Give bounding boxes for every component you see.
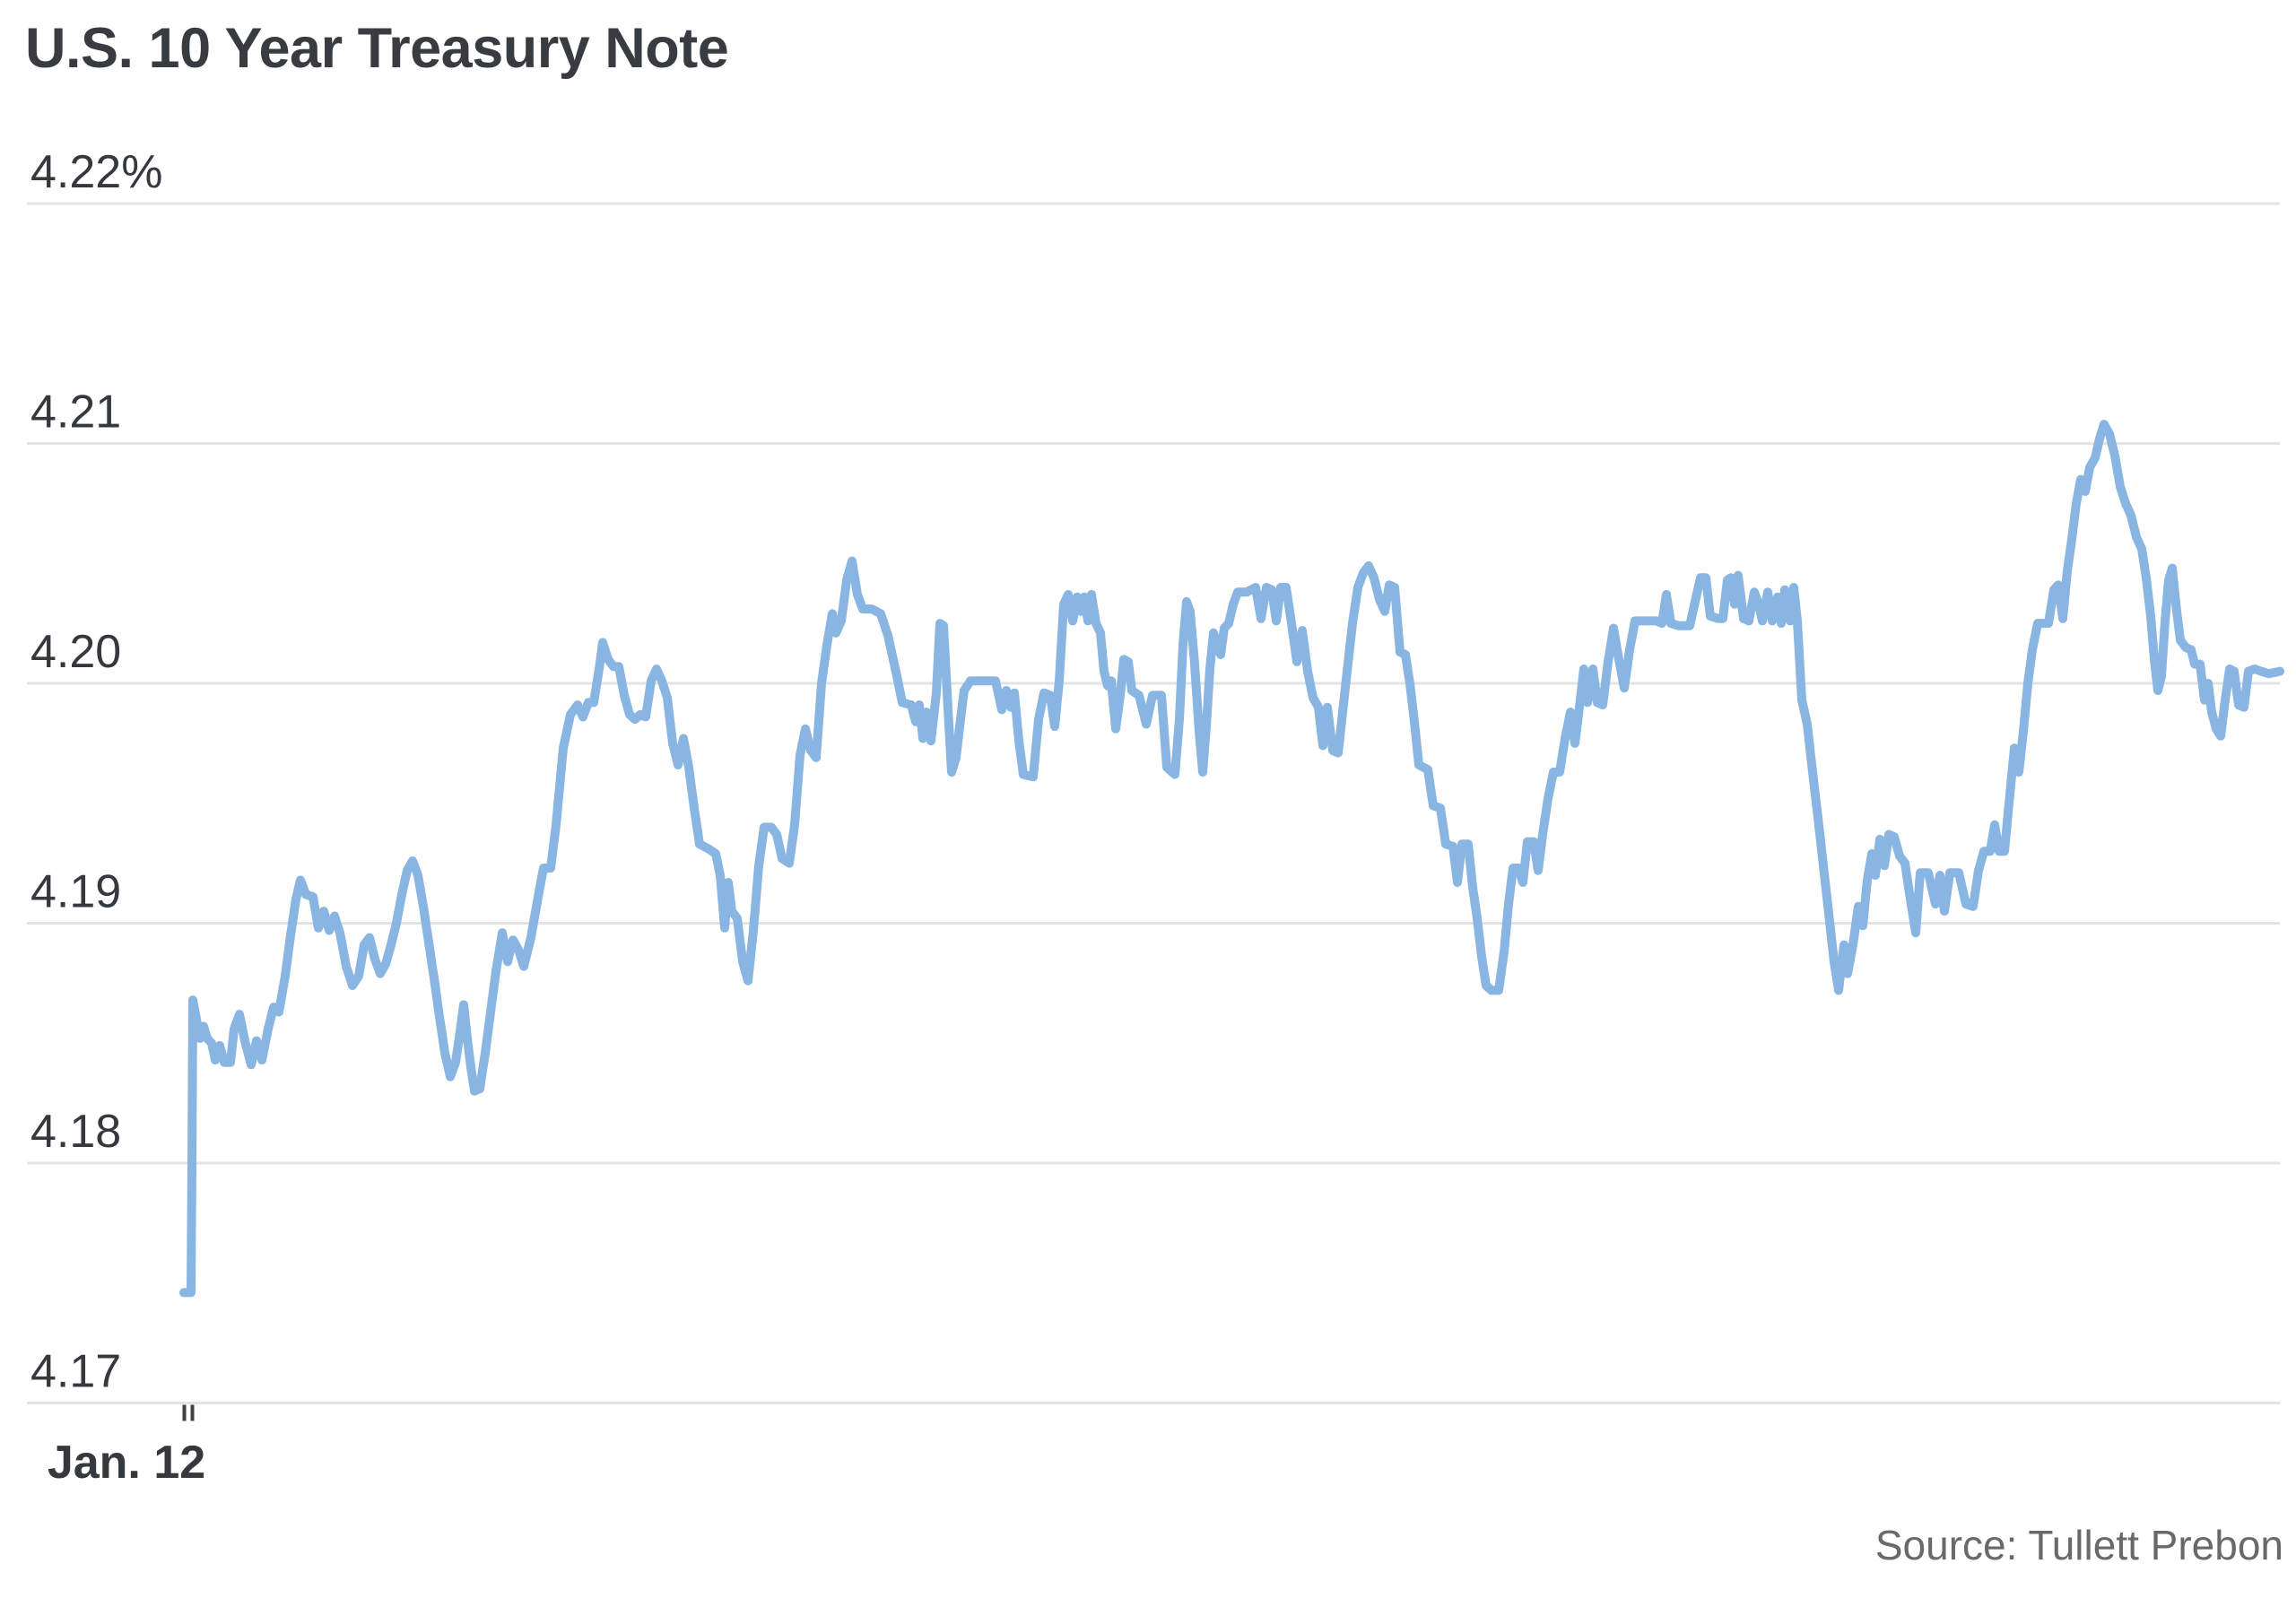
series-line (179, 420, 2284, 1298)
source-note: Source: Tullett Prebon (1874, 1522, 2283, 1568)
y-axis-tick-label: 4.19 (30, 866, 121, 918)
y-axis-tick-label: 4.20 (30, 626, 121, 678)
y-axis-tick-label: 4.22% (30, 146, 162, 198)
x-axis-tick-mark (182, 1404, 187, 1421)
x-axis-tick-label: Jan. 12 (48, 1437, 205, 1489)
y-axis-tick-label: 4.21 (30, 387, 121, 439)
y-axis-tick-label: 4.18 (30, 1106, 121, 1158)
x-axis-tick-mark (190, 1404, 195, 1421)
chart-title: U.S. 10 Year Treasury Note (25, 17, 729, 80)
y-axis-tick-label: 4.17 (30, 1346, 121, 1398)
